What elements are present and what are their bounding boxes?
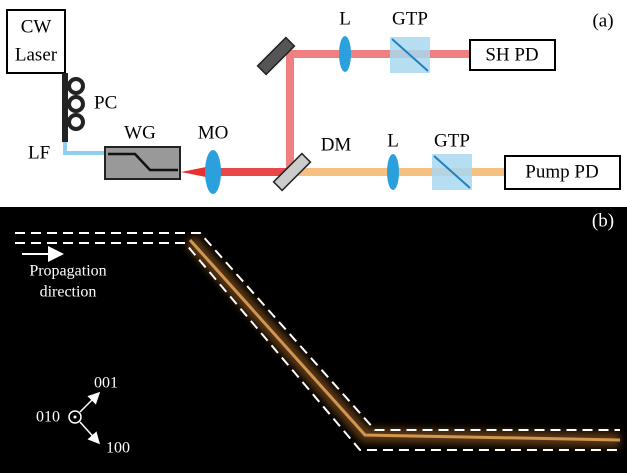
pc-coil [67,95,85,113]
pc-label: PC [94,92,117,113]
pump-pd [504,155,621,190]
axis-label: 010 [36,409,60,426]
lf-label: LF [28,142,50,163]
mo-label: MO [198,122,229,143]
lens-label: L [339,8,351,29]
output-cone [181,167,206,177]
dm-label: DM [321,134,352,155]
propagation-label: direction [40,284,97,301]
sh-pd-label: SH PD [485,44,538,65]
waveguide-outline [15,242,620,451]
gtp-label: GTP [392,8,428,29]
objective-lens [205,150,221,194]
gtp-diagonal [433,155,471,189]
mirror [256,36,296,76]
dichroic-mirror [272,152,312,192]
axis-origin [68,410,82,424]
laser-box [6,9,66,74]
panel-label: (a) [592,10,613,31]
waveguide-path [108,152,178,172]
wg-label: WG [124,122,156,143]
gtp-label: GTP [434,130,470,151]
micrograph [0,207,627,473]
axis-origin-dot [73,415,77,419]
laser-label: CW [21,16,52,37]
pc-coil [67,77,85,95]
axis-label: 001 [94,375,118,392]
lens [339,36,351,72]
axis-arrow [79,391,101,413]
sh-pd [469,39,556,71]
pc-coil [67,113,85,131]
panel-label: (b) [592,210,614,231]
panel-a: CW Laser PC LF WG MO DM L GTP SH PD L GT… [6,8,621,194]
lens [387,154,399,190]
panel-b: (b) Propagation direction 010 001 100 [0,207,627,473]
propagation-label: Propagation [29,263,106,280]
laser-label: Laser [15,44,58,65]
axis-label: 100 [106,440,130,457]
pump-pd-label: Pump PD [525,161,598,182]
gtp-diagonal [391,38,429,72]
axis-arrow [79,421,101,445]
waveguide-light [188,238,621,442]
lens-label: L [387,130,399,151]
lensed-fiber [63,142,105,155]
